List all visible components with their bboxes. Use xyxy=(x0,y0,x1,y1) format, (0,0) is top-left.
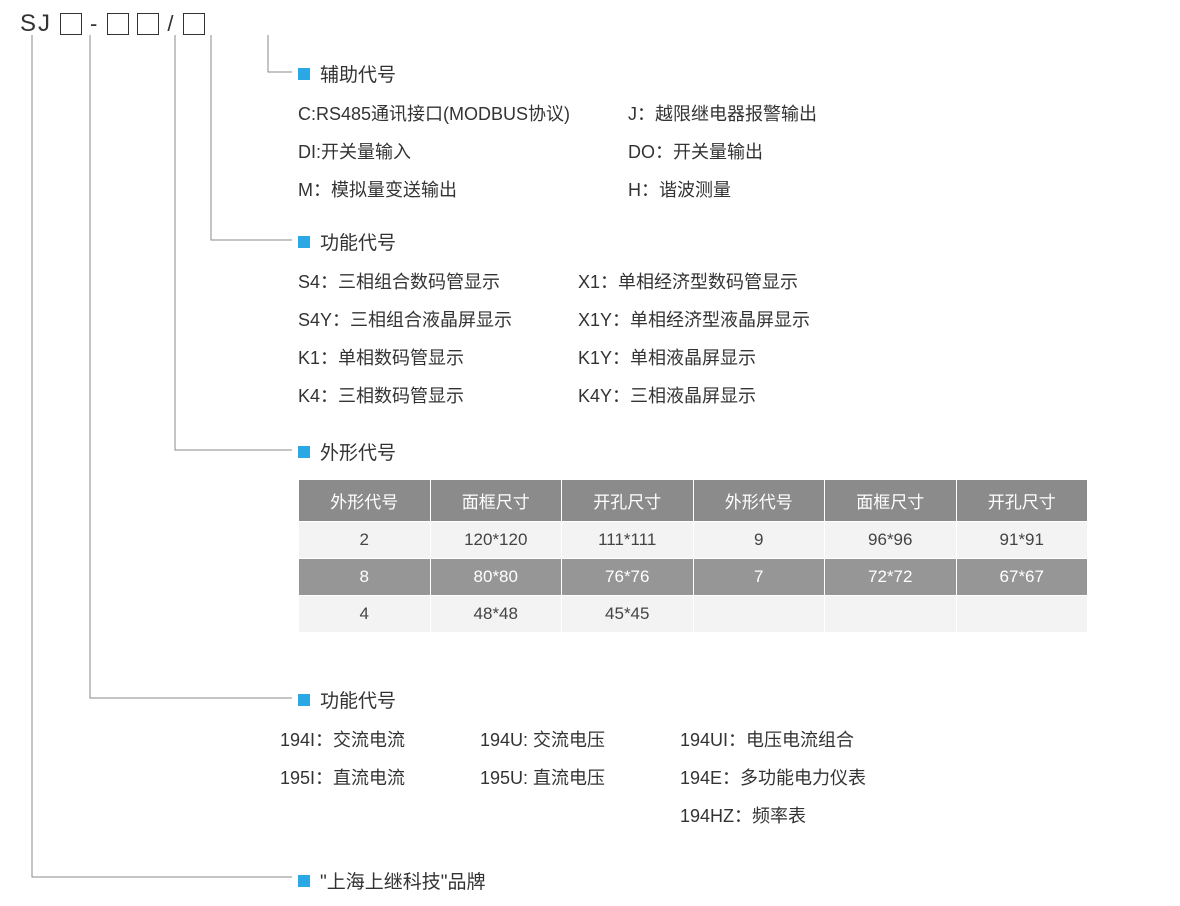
table-cell: 111*111 xyxy=(562,522,694,559)
table-cell: 76*76 xyxy=(562,559,694,596)
shape-table: 外形代号 面框尺寸 开孔尺寸 外形代号 面框尺寸 开孔尺寸 2120*12011… xyxy=(298,479,1088,633)
func-item: K1Y：单相液晶屏显示 xyxy=(578,345,810,373)
title-text: 辅助代号 xyxy=(320,60,396,87)
func-item: K4Y：三相液晶屏显示 xyxy=(578,383,810,411)
bullet-icon xyxy=(298,68,310,80)
section-func2: 功能代号 194I：交流电流 194U: 交流电压 194UI：电压电流组合 1… xyxy=(298,686,866,831)
table-cell: 48*48 xyxy=(430,596,562,633)
title-text: 功能代号 xyxy=(320,686,396,713)
th: 面框尺寸 xyxy=(430,480,562,522)
placeholder-box-2 xyxy=(107,13,129,35)
section-title-shape: 外形代号 xyxy=(298,438,1088,465)
placeholder-box-1 xyxy=(60,13,82,35)
section-title-func2: 功能代号 xyxy=(298,686,866,713)
func2-item: 194I：交流电流 xyxy=(280,727,480,755)
table-cell: 120*120 xyxy=(430,522,562,559)
table-cell: 8 xyxy=(299,559,431,596)
table-row: 880*8076*76772*7267*67 xyxy=(299,559,1088,596)
placeholder-box-4 xyxy=(183,13,205,35)
aux-item: M：模拟量变送输出 xyxy=(298,177,628,205)
section-aux: 辅助代号 C:RS485通讯接口(MODBUS协议) J：越限继电器报警输出 D… xyxy=(298,60,817,205)
table-cell xyxy=(956,596,1088,633)
aux-item: DO：开关量输出 xyxy=(628,139,817,167)
aux-items: C:RS485通讯接口(MODBUS协议) J：越限继电器报警输出 DI:开关量… xyxy=(298,101,817,205)
section-title-aux: 辅助代号 xyxy=(298,60,817,87)
func-item: X1Y：单相经济型液晶屏显示 xyxy=(578,307,810,335)
table-cell: 9 xyxy=(693,522,825,559)
bullet-icon xyxy=(298,875,310,887)
th: 外形代号 xyxy=(693,480,825,522)
func-item: S4Y：三相组合液晶屏显示 xyxy=(298,307,578,335)
th: 面框尺寸 xyxy=(825,480,957,522)
brand-text: "上海上继科技"品牌 xyxy=(320,867,486,894)
func2-item: 194UI：电压电流组合 xyxy=(680,727,866,755)
bullet-icon xyxy=(298,694,310,706)
separator-dash: - xyxy=(90,11,99,37)
th: 外形代号 xyxy=(299,480,431,522)
th: 开孔尺寸 xyxy=(562,480,694,522)
func-item: S4：三相组合数码管显示 xyxy=(298,269,578,297)
title-text: 功能代号 xyxy=(320,228,396,255)
table-row: 2120*120111*111996*9691*91 xyxy=(299,522,1088,559)
func-item: K4：三相数码管显示 xyxy=(298,383,578,411)
aux-item: DI:开关量输入 xyxy=(298,139,628,167)
table-cell: 7 xyxy=(693,559,825,596)
func2-item: 195I：直流电流 xyxy=(280,765,480,793)
model-prefix: SJ xyxy=(20,10,52,38)
func-item: K1：单相数码管显示 xyxy=(298,345,578,373)
section-title-func: 功能代号 xyxy=(298,228,810,255)
aux-item: C:RS485通讯接口(MODBUS协议) xyxy=(298,101,628,129)
table-header-row: 外形代号 面框尺寸 开孔尺寸 外形代号 面框尺寸 开孔尺寸 xyxy=(299,480,1088,522)
model-code-row: SJ - / xyxy=(20,10,205,38)
table-cell: 72*72 xyxy=(825,559,957,596)
func2-items: 194I：交流电流 194U: 交流电压 194UI：电压电流组合 195I：直… xyxy=(280,727,866,831)
func2-item: 194E：多功能电力仪表 xyxy=(680,765,866,793)
func2-item xyxy=(480,803,680,831)
placeholder-box-3 xyxy=(137,13,159,35)
table-cell: 45*45 xyxy=(562,596,694,633)
table-cell xyxy=(825,596,957,633)
func2-item: 194U: 交流电压 xyxy=(480,727,680,755)
table-cell: 67*67 xyxy=(956,559,1088,596)
bullet-icon xyxy=(298,236,310,248)
table-cell: 96*96 xyxy=(825,522,957,559)
separator-slash: / xyxy=(167,11,175,37)
table-cell xyxy=(693,596,825,633)
func2-item: 195U: 直流电压 xyxy=(480,765,680,793)
table-cell: 91*91 xyxy=(956,522,1088,559)
section-brand: "上海上继科技"品牌 xyxy=(298,867,486,894)
func2-item: 194HZ：频率表 xyxy=(680,803,866,831)
func-items: S4：三相组合数码管显示 X1：单相经济型数码管显示 S4Y：三相组合液晶屏显示… xyxy=(298,269,810,411)
section-func: 功能代号 S4：三相组合数码管显示 X1：单相经济型数码管显示 S4Y：三相组合… xyxy=(298,228,810,411)
aux-item: H：谐波测量 xyxy=(628,177,817,205)
func2-item xyxy=(280,803,480,831)
table-cell: 2 xyxy=(299,522,431,559)
table-cell: 80*80 xyxy=(430,559,562,596)
table-row: 448*4845*45 xyxy=(299,596,1088,633)
func-item: X1：单相经济型数码管显示 xyxy=(578,269,810,297)
table-cell: 4 xyxy=(299,596,431,633)
bullet-icon xyxy=(298,446,310,458)
th: 开孔尺寸 xyxy=(956,480,1088,522)
section-shape: 外形代号 外形代号 面框尺寸 开孔尺寸 外形代号 面框尺寸 开孔尺寸 2120*… xyxy=(298,438,1088,633)
title-text: 外形代号 xyxy=(320,438,396,465)
aux-item: J：越限继电器报警输出 xyxy=(628,101,817,129)
